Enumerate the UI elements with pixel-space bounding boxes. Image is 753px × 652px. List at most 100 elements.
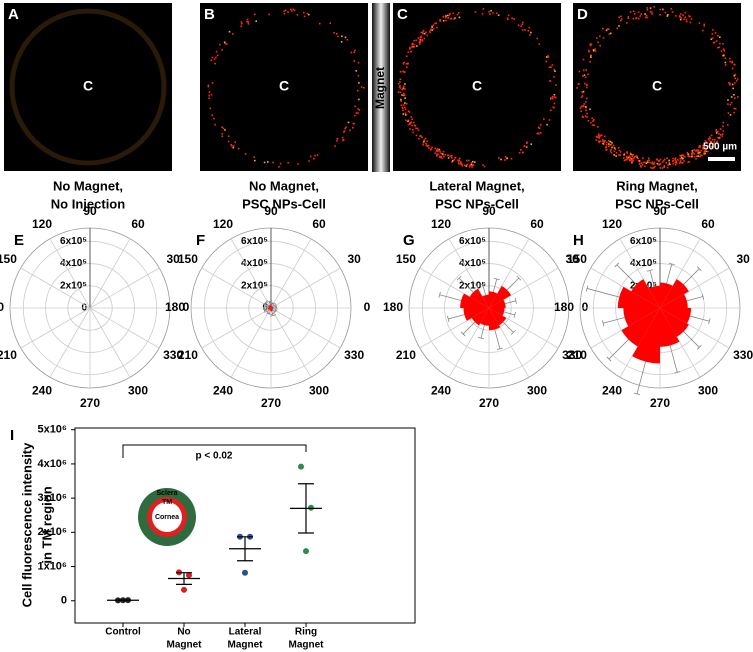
cell-dot [450,156,453,159]
cell-dot [548,66,551,69]
cell-dot [729,60,731,63]
cell-dot [587,73,589,76]
cell-dot [698,145,701,147]
angle-tick-label: 300 [128,383,148,397]
cell-dot [679,154,681,157]
cell-dot [466,163,468,166]
angle-tick-label: 120 [431,217,451,231]
cell-dot [599,140,602,142]
cell-dot [700,149,702,152]
cell-dot [672,162,675,165]
cell-dot [735,80,738,82]
angle-tick-label: 240 [32,383,52,397]
cell-dot [405,63,408,65]
cell-dot [674,158,676,161]
cell-dot [354,49,356,52]
spoke [89,267,160,309]
error-bar [263,300,269,306]
cell-dot [442,15,445,18]
spoke [20,307,91,349]
error-bar [683,331,702,350]
cell-dot [451,155,453,157]
cell-dot [638,160,641,162]
cell-dot [609,32,612,35]
x-tick-label: Ring [295,627,317,638]
cell-dot [638,163,641,165]
cell-dot [442,19,445,22]
cell-dot [234,141,237,143]
angle-tick-label: 240 [602,383,622,397]
cell-dot [449,155,451,157]
cell-dot [289,8,292,11]
cell-dot [210,59,212,62]
cell-dot [402,113,405,115]
cell-dot [635,16,638,19]
cell-dot [729,82,731,85]
cell-dot [457,160,460,162]
cell-dot [713,139,716,141]
cell-dot [231,33,234,35]
cell-dot [585,109,587,112]
cell-dot [439,156,441,159]
cell-dot [681,157,684,160]
angle-tick-label: 0 [183,300,190,314]
cell-dot [416,45,418,47]
cell-dot [296,14,299,16]
cell-dot [337,35,339,38]
cell-dot [527,29,530,32]
cell-dot [551,95,554,98]
angle-tick-label: 60 [131,217,145,231]
rose-wedge [271,308,273,312]
cell-dot [347,121,350,124]
cell-dot [708,142,711,145]
cell-dot [688,160,691,163]
cell-dot [637,11,640,14]
cell-dot [436,150,438,152]
cell-dot [422,144,424,146]
spoke [89,238,131,309]
cell-dot [437,153,439,156]
y-tick-label: 2x10⁶ [37,526,67,538]
cell-dot [631,155,634,157]
cell-dot [218,43,221,46]
cell-dot [349,129,351,132]
cell-dot [595,135,598,138]
cell-dot [521,23,524,26]
cell-dot [712,41,715,44]
cell-dot [698,22,701,24]
cell-dot [610,143,612,146]
cell-dot [646,16,649,19]
cell-dot [625,155,628,158]
cell-dot [207,84,210,87]
angle-tick-label: 0 [582,300,589,314]
cell-dot [421,39,424,41]
cell-dot [697,149,700,151]
cell-dot [551,97,554,100]
cell-dot [716,140,718,143]
cell-dot [613,147,616,149]
cell-dot [420,135,422,137]
cell-dot [432,24,435,27]
cell-dot [656,158,658,161]
cell-dot [684,16,687,18]
cell-dot [683,18,685,21]
cell-dot [693,155,696,158]
cell-dot [631,160,633,163]
error-bar [502,321,516,335]
cell-dot [679,161,682,163]
error-bar [271,302,277,308]
cell-dot [246,18,249,21]
cell-dot [404,106,406,109]
cell-dot [221,135,224,138]
cell-dot [214,62,217,65]
cell-dot [697,155,700,157]
cell-dot [221,126,223,128]
cell-dot [402,62,405,65]
angle-tick-label: 150 [396,252,416,266]
cell-dot [703,23,706,26]
cell-dot [437,149,440,152]
cell-dot [431,26,433,28]
cell-dot [407,110,410,112]
cell-dot [407,119,410,122]
cell-dot [702,146,704,149]
